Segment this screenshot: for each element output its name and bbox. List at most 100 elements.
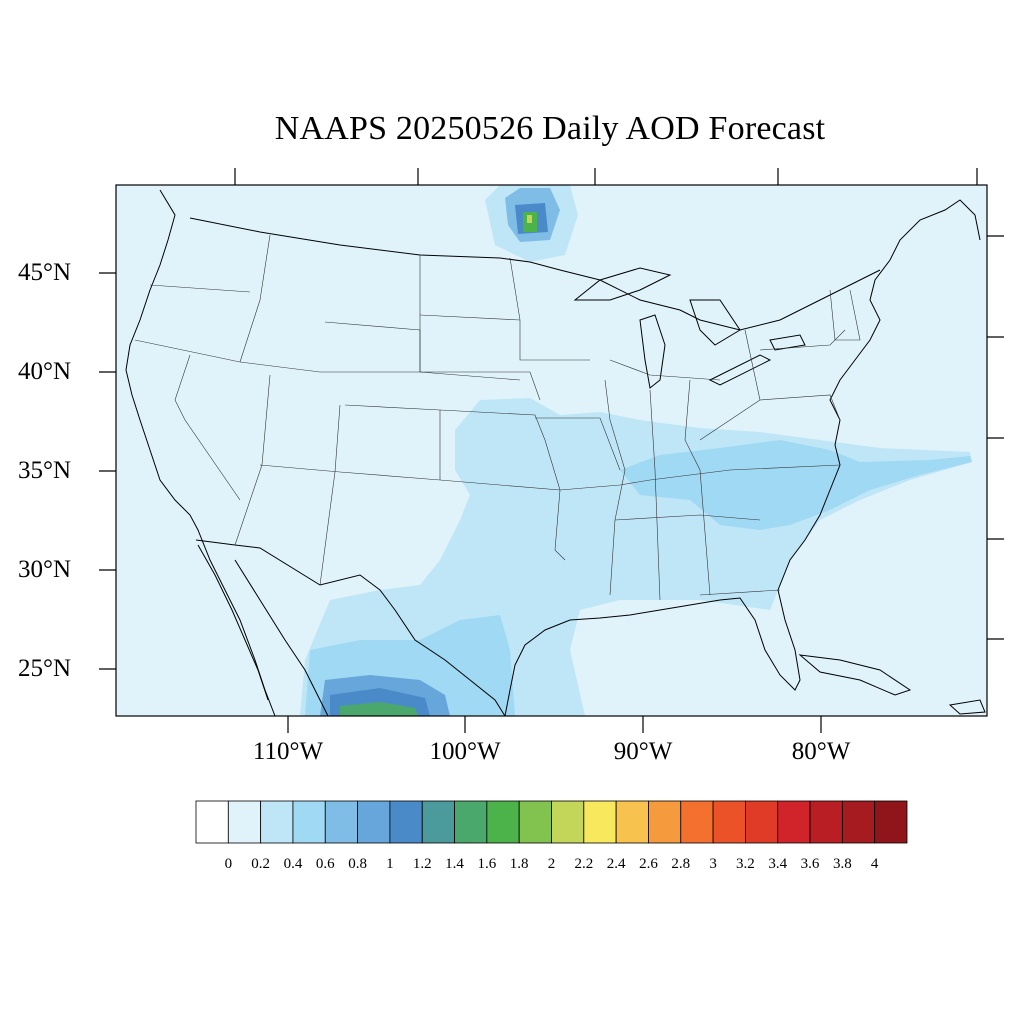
lat-label: 25°N <box>18 655 72 682</box>
colorbar-swatch <box>518 800 552 844</box>
colorbar-tick-label: 4 <box>870 856 879 872</box>
state-line <box>759 329 846 351</box>
colorbar-swatch <box>421 800 455 844</box>
colorbar-swatch <box>841 800 876 844</box>
lat-label: 30°N <box>18 556 72 583</box>
colorbar-tick-label: 1.8 <box>509 856 529 872</box>
state-line <box>420 371 541 401</box>
lon-label: 80°W <box>791 738 851 765</box>
state-line <box>829 289 861 341</box>
state-line <box>649 389 661 601</box>
state-boundaries <box>134 234 861 601</box>
colorbar-tick-label: 1.6 <box>477 856 497 872</box>
colorbar-tick-label: 1.2 <box>412 856 432 872</box>
colorbar-tick-label: 2.4 <box>606 856 626 872</box>
colorbar-swatch <box>777 800 811 844</box>
us-mexico-border <box>195 539 506 716</box>
colorbar-tick-label: 2 <box>547 856 556 872</box>
pacific-coastline <box>125 189 276 716</box>
map-frame <box>115 184 988 717</box>
state-line <box>419 314 521 321</box>
state-line <box>174 354 241 501</box>
colorbar-swatch <box>227 800 262 844</box>
colorbar-swatch <box>324 800 358 844</box>
colorbar-tick-label: 3.8 <box>832 856 852 872</box>
state-line <box>559 464 841 491</box>
lat-label: 45°N <box>18 259 72 286</box>
state-line <box>759 394 841 421</box>
aod-plumes <box>300 185 972 716</box>
colorbar-swatch <box>680 800 714 844</box>
lake-superior <box>573 267 672 301</box>
colorbar-tick-label: 2.8 <box>671 856 691 872</box>
colorbar-swatch <box>292 800 326 844</box>
carolinas-plume <box>680 465 820 510</box>
lake-michigan <box>639 314 666 389</box>
colorbar-swatch <box>454 800 488 844</box>
lon-label: 100°W <box>429 738 501 765</box>
lon-label: 90°W <box>613 738 673 765</box>
state-line <box>439 479 566 561</box>
colorbar-swatch <box>648 800 682 844</box>
colorbar-tick-label: 3.4 <box>768 856 788 872</box>
colorbar-swatch <box>195 800 229 844</box>
state-line <box>439 409 561 491</box>
colorbar-tick-label: 3.6 <box>800 856 820 872</box>
state-line <box>134 339 241 363</box>
colorbar-tick-label: 0.6 <box>315 856 335 872</box>
map-title: NAAPS 20250526 Daily AOD Forecast <box>274 110 826 147</box>
state-line <box>319 404 341 586</box>
state-line <box>609 359 721 381</box>
colorbar <box>195 800 908 844</box>
colorbar-tick-label: 3 <box>709 856 717 872</box>
colorbar-tick-label: 0.2 <box>251 856 270 872</box>
lake-ontario <box>769 334 806 351</box>
lon-label: 110°W <box>252 738 324 765</box>
gulf-coast <box>504 199 981 716</box>
state-line <box>239 234 271 363</box>
cuba <box>798 654 912 696</box>
lat-label: 35°N <box>18 457 72 484</box>
lake-erie <box>708 354 772 386</box>
colorbar-tick-label: 1.4 <box>445 856 464 872</box>
lat-label: 40°N <box>18 358 72 385</box>
colorbar-swatch <box>745 800 779 844</box>
colorbar-swatch <box>260 800 294 844</box>
state-line <box>535 417 621 471</box>
state-line <box>259 464 441 481</box>
baja-coast <box>197 544 269 701</box>
colorbar-tick-label: 3.2 <box>736 856 755 872</box>
colorbar-swatch <box>389 800 423 844</box>
colorbar-swatch <box>357 800 391 844</box>
colorbar-tick-label: 0.8 <box>348 856 367 872</box>
coastlines <box>125 189 986 716</box>
colorbar-swatch <box>486 800 520 844</box>
state-line <box>614 514 761 521</box>
colorbar-swatch <box>583 800 617 844</box>
mexico-west-coast <box>234 559 329 716</box>
state-line <box>509 257 590 361</box>
colorbar-tick-label: 2.2 <box>574 856 594 872</box>
state-line <box>699 589 781 596</box>
axis-ticks <box>99 168 1004 733</box>
state-line <box>604 379 626 596</box>
colorbar-tick-label: 0.4 <box>283 856 303 872</box>
lake-huron <box>689 299 741 346</box>
minnesota-peak-center <box>527 215 532 223</box>
colorbar-swatch <box>809 800 843 844</box>
state-line <box>699 329 761 441</box>
colorbar-swatch <box>551 800 585 844</box>
mexico-peak <box>340 702 418 716</box>
colorbar-tick-label: 1 <box>386 856 394 872</box>
hispaniola <box>948 699 986 715</box>
colorbar-swatch <box>712 800 746 844</box>
colorbar-tick-label: 0 <box>224 856 233 872</box>
colorbar-swatch <box>874 800 908 844</box>
colorbar-swatch <box>615 800 649 844</box>
state-line <box>239 361 521 381</box>
colorbar-tick-label: 2.6 <box>639 856 658 872</box>
state-line <box>684 379 711 596</box>
state-line <box>149 284 251 293</box>
us-canada-border <box>189 217 881 331</box>
